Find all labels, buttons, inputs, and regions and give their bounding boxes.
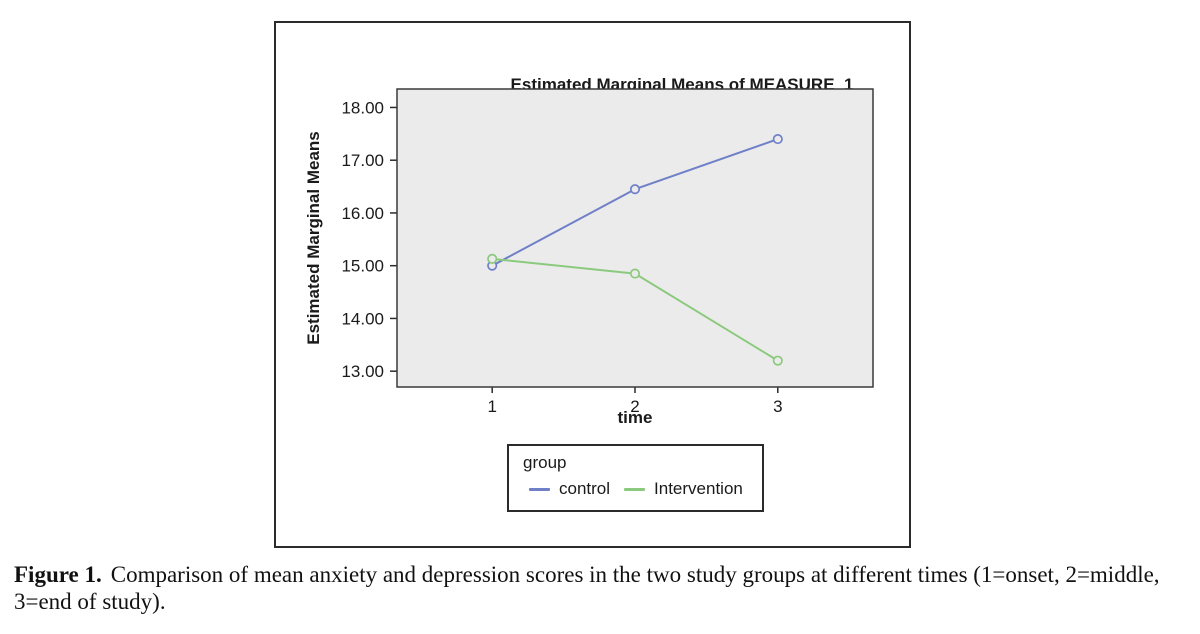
figure-caption-text: Comparison of mean anxiety and depressio… bbox=[14, 562, 1160, 614]
y-tick-label: 13.00 bbox=[341, 362, 384, 381]
data-point-intervention-1 bbox=[487, 253, 498, 264]
data-point-intervention-2 bbox=[629, 268, 641, 279]
x-tick-label: 2 bbox=[630, 397, 639, 416]
x-tick-label: 3 bbox=[773, 397, 782, 416]
legend-entries: control Intervention bbox=[523, 479, 762, 499]
legend-entry-label: Intervention bbox=[654, 479, 743, 498]
legend-entry-control: control bbox=[529, 479, 610, 499]
legend-line-swatch-control bbox=[529, 487, 550, 491]
chart-panel: Estimated Marginal Means of MEASURE_1 Es… bbox=[274, 21, 911, 548]
x-axis-label: time bbox=[617, 408, 653, 427]
plot-area: 18.00 17.00 16.00 15.00 14.00 13.00 1 2 3 bbox=[341, 88, 874, 416]
legend-line-swatch-intervention bbox=[624, 487, 646, 491]
y-tick-label: 15.00 bbox=[341, 257, 384, 276]
plot-background bbox=[397, 89, 873, 387]
data-point-control-3 bbox=[772, 134, 783, 145]
data-point-control-2 bbox=[629, 184, 641, 195]
figure-caption-label: Figure 1. bbox=[14, 562, 102, 587]
y-tick-label: 17.00 bbox=[341, 151, 384, 170]
y-tick-label: 18.00 bbox=[341, 98, 384, 117]
legend-entry-intervention: Intervention bbox=[624, 479, 743, 499]
figure-caption: Figure 1. Comparison of mean anxiety and … bbox=[14, 561, 1179, 615]
y-tick-label: 16.00 bbox=[341, 204, 384, 223]
legend-entry-label: control bbox=[559, 479, 611, 498]
y-tick-label: 14.00 bbox=[341, 309, 384, 328]
legend-title: group bbox=[523, 453, 567, 472]
legend: group control Intervention bbox=[507, 444, 764, 512]
x-tick-label: 1 bbox=[487, 397, 496, 416]
plot-frame bbox=[396, 88, 874, 388]
data-point-intervention-3 bbox=[772, 355, 783, 366]
